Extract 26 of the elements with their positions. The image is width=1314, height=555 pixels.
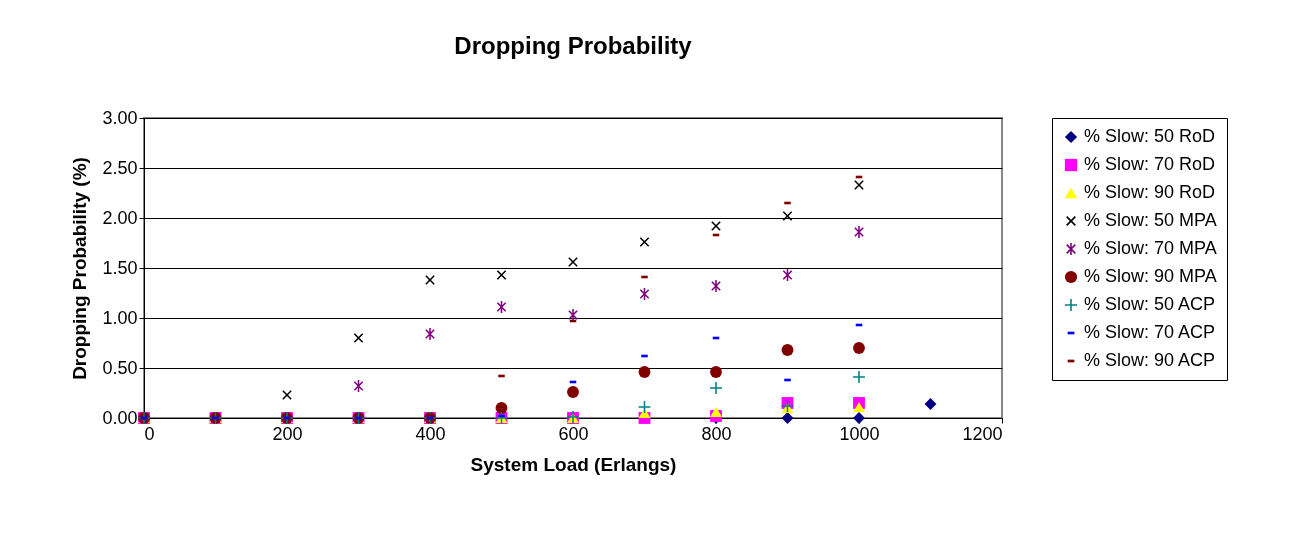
legend-label: % Slow: 70 ACP (1084, 322, 1216, 342)
y-tick-label: 3.00 (102, 107, 138, 128)
legend-label: % Slow: 50 ACP (1084, 294, 1216, 314)
y-tick-label: 2.00 (102, 207, 138, 228)
x-tick-label: 1000 (839, 423, 880, 444)
x-tick-label: 800 (701, 423, 732, 444)
y-tick-label: 1.00 (102, 307, 138, 328)
legend-label: % Slow: 90 RoD (1084, 182, 1216, 202)
legend-label: % Slow: 90 ACP (1084, 350, 1216, 370)
legend-label: % Slow: 50 MPA (1084, 210, 1217, 230)
y-tick-label: 1.50 (102, 257, 138, 278)
legend-label: % Slow: 50 RoD (1084, 126, 1216, 146)
y-axis-title: Dropping Probability (%) (69, 157, 91, 380)
x-tick-label: 400 (415, 423, 446, 444)
x-tick-label: 600 (558, 423, 589, 444)
legend-label: % Slow: 70 RoD (1084, 154, 1216, 174)
x-axis-title: System Load (Erlangs) (470, 453, 677, 475)
x-tick-label: 1200 (962, 423, 1003, 444)
legend-label: % Slow: 70 MPA (1084, 238, 1217, 258)
y-tick-label: 0.50 (102, 357, 138, 378)
chart-title: Dropping Probability (454, 32, 693, 59)
y-tick-label: 0.00 (102, 407, 138, 428)
y-tick-label: 2.50 (102, 157, 138, 178)
x-tick-label: 200 (272, 423, 303, 444)
legend-label: % Slow: 90 MPA (1084, 266, 1217, 286)
x-tick-label: 0 (144, 423, 155, 444)
